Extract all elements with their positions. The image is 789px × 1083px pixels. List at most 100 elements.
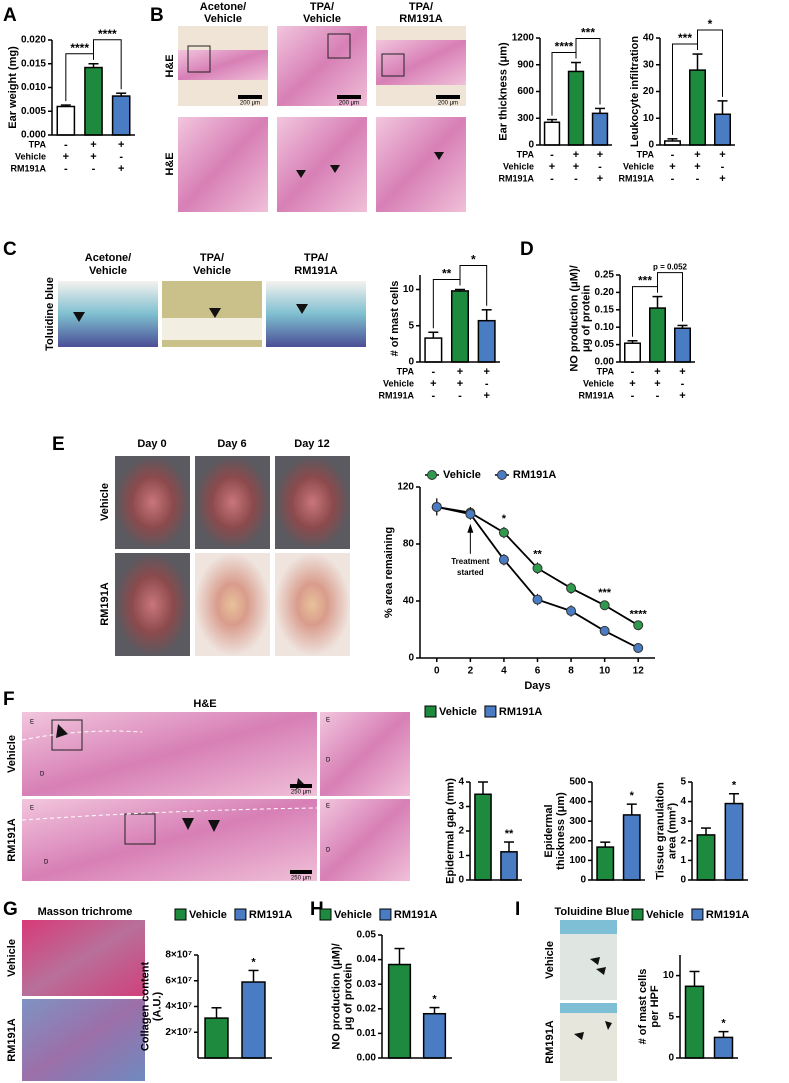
layer-label: D — [326, 848, 331, 854]
bar — [84, 66, 103, 136]
column-label: Vehicle — [303, 13, 341, 25]
y-tick-label: 0.10 — [595, 322, 615, 333]
condition-sign: - — [92, 163, 96, 175]
condition-label: TPA — [597, 366, 615, 376]
y-axis-label: per HPF — [649, 985, 661, 1027]
x-tick-label: 2 — [468, 666, 474, 677]
marker — [498, 527, 509, 538]
significance: ** — [533, 548, 542, 560]
y-tick-label: 0.00 — [357, 1053, 377, 1064]
legend-swatch — [234, 908, 247, 921]
condition-sign: + — [629, 378, 635, 390]
y-axis-label: area (mm²) — [666, 803, 678, 860]
y-tick-label: 5 — [408, 320, 414, 331]
y-axis-label: (A.U.) — [151, 992, 163, 1022]
significance: * — [471, 253, 476, 267]
row-label: RM191A — [6, 818, 18, 861]
condition-sign: + — [483, 390, 489, 402]
photo — [115, 456, 190, 549]
y-tick-label: 0 — [408, 357, 414, 368]
bar — [624, 342, 641, 363]
bar — [649, 307, 666, 363]
y-tick-label: 120 — [397, 482, 414, 493]
condition-label: RM191A — [618, 173, 654, 183]
y-tick-label: 0.010 — [21, 82, 46, 93]
y-axis-label: μg of protein — [580, 285, 592, 353]
legend-label: RM191A — [499, 706, 542, 718]
condition-label: RM191A — [578, 390, 614, 400]
x-tick-label: 12 — [633, 666, 645, 677]
photo — [275, 456, 350, 549]
row-label: Vehicle — [6, 735, 18, 773]
y-axis-label: Collagen content — [139, 962, 151, 1052]
y-tick-label: 100 — [569, 855, 586, 866]
condition-sign: - — [431, 366, 435, 378]
marker — [498, 554, 509, 565]
y-tick-label: 300 — [569, 816, 586, 827]
bracket — [697, 29, 723, 97]
column-label: Day 6 — [217, 438, 246, 450]
y-tick-label: 1 — [680, 855, 686, 866]
condition-sign: - — [631, 390, 635, 402]
row-label: Toluidine blue — [44, 277, 56, 351]
condition-sign: + — [457, 378, 463, 390]
micrograph — [277, 26, 367, 106]
bar — [689, 69, 706, 146]
layer-label: E — [30, 806, 34, 812]
y-tick-label: 4 — [458, 777, 464, 788]
condition-sign: + — [719, 173, 725, 185]
bar — [684, 985, 705, 1059]
panel-e-images: Day 0 Day 6 Day 12 Vehicle RM191A — [99, 438, 350, 656]
y-tick-label: 10 — [643, 113, 655, 124]
condition-label: RM191A — [378, 390, 414, 400]
bar — [387, 963, 412, 1059]
bar — [241, 981, 266, 1059]
significance: *** — [678, 31, 692, 45]
legend-label: Vehicle — [439, 706, 477, 718]
inset-box — [381, 53, 405, 77]
micrograph — [266, 281, 366, 347]
micrograph — [320, 712, 410, 796]
micrograph — [376, 117, 466, 212]
row-label: H&E — [164, 152, 176, 175]
condition-label: Vehicle — [383, 378, 414, 388]
column-label: Day 12 — [294, 438, 329, 450]
scale-label: 200 μm — [438, 101, 458, 107]
y-axis-label: Tissue granulation — [654, 782, 666, 880]
y-tick-label: 0.20 — [595, 287, 615, 298]
y-tick-label: 0.04 — [357, 954, 377, 965]
significance: *** — [638, 274, 652, 288]
y-axis-label: # of mast cells — [637, 969, 649, 1045]
significance: * — [432, 993, 437, 1005]
y-tick-label: 20 — [643, 86, 655, 97]
micrograph — [58, 281, 158, 347]
column-label: Vehicle — [89, 265, 127, 277]
y-tick-label: 2 — [680, 835, 686, 846]
photo — [195, 456, 270, 549]
y-tick-label: 40 — [643, 33, 655, 44]
legend-marker — [496, 470, 507, 480]
y-axis-label: NO production (μM)/ — [330, 943, 342, 1049]
panel-letter: E — [52, 434, 65, 455]
callout-label: started — [457, 568, 484, 577]
y-tick-label: 400 — [569, 796, 586, 807]
y-tick-label: 300 — [517, 113, 534, 124]
significance: ** — [442, 267, 452, 281]
y-axis-label: Epidermal gap (mm) — [444, 778, 456, 884]
marker — [532, 563, 543, 574]
y-tick-label: 80 — [403, 539, 415, 550]
y-axis-label: thickness (μm) — [555, 792, 567, 870]
row-label: Vehicle — [544, 941, 556, 979]
condition-sign: + — [654, 378, 660, 390]
panel-letter: B — [150, 5, 164, 26]
y-tick-label: 10 — [403, 284, 415, 295]
significance: * — [732, 780, 737, 792]
bar — [500, 851, 518, 881]
micrograph — [178, 50, 268, 80]
row-label: Vehicle — [99, 483, 111, 521]
row-label: RM191A — [6, 1018, 18, 1061]
row-label: RM191A — [99, 582, 111, 625]
condition-label: Vehicle — [503, 161, 534, 171]
bar — [591, 112, 609, 146]
